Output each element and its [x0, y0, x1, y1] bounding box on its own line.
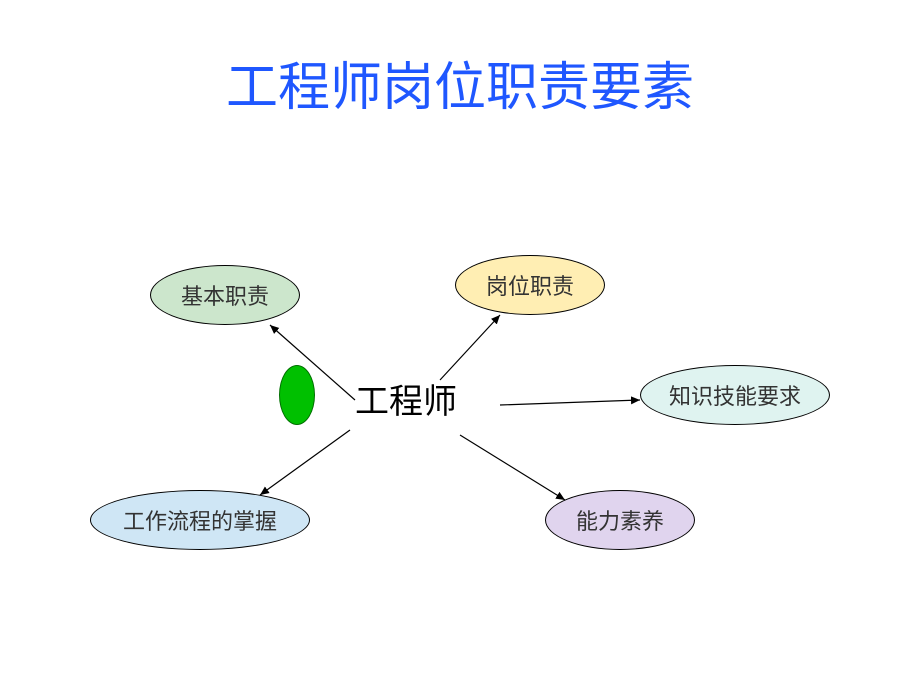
edge-to-workflow	[260, 430, 350, 495]
node-workflow: 工作流程的掌握	[90, 490, 310, 550]
edge-to-position-duty	[440, 315, 500, 380]
diagram-stage: 工程师岗位职责要素 工程师 基本职责 岗位职责知识技能要求能力素养 工作流程的掌握	[0, 0, 920, 690]
node-label: 知识技能要求	[669, 379, 801, 411]
node-label: 能力素养	[576, 504, 664, 536]
edge-to-knowledge-req	[500, 400, 640, 405]
page-title: 工程师岗位职责要素	[0, 45, 920, 120]
node-label: 基本职责	[181, 279, 269, 311]
node-knowledge-req: 知识技能要求	[640, 365, 830, 425]
decorative-green-ellipse	[279, 365, 315, 425]
edge-to-ability	[460, 435, 565, 500]
node-label: 工作流程的掌握	[123, 504, 277, 536]
node-label: 岗位职责	[486, 269, 574, 301]
node-position-duty: 岗位职责	[455, 255, 605, 315]
node-basic-duty: 基本职责	[150, 265, 300, 325]
center-node-label: 工程师	[355, 374, 457, 423]
node-ability: 能力素养	[545, 490, 695, 550]
